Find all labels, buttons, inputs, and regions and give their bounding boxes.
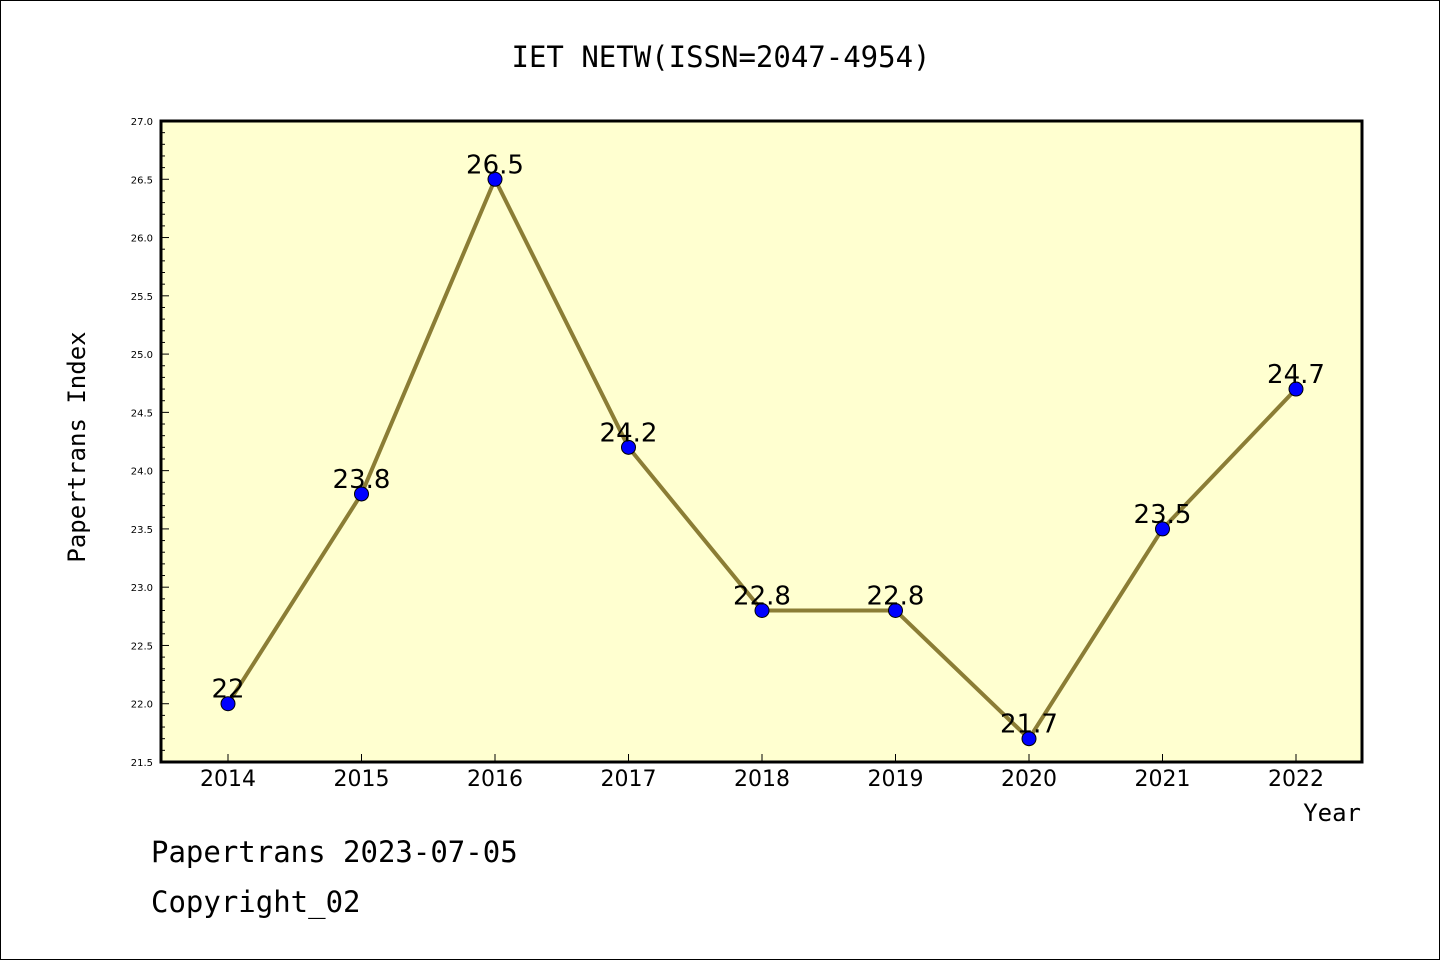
footer-date: Papertrans 2023-07-05 [151,835,518,869]
chart-title: IET NETW(ISSN=2047-4954) [511,40,930,74]
y-tick-label: 23.0 [131,583,153,594]
data-point [1021,731,1037,747]
footer-copyright: Copyright_02 [151,885,361,919]
data-label: 26.5 [466,150,524,180]
data-point [621,439,636,455]
data-point [1288,381,1304,397]
x-tick-label: 2020 [1001,767,1057,792]
x-tick-label: 2015 [334,767,390,792]
x-tick-label: 2021 [1135,767,1191,792]
data-label: 23.5 [1134,500,1192,530]
x-tick-label: 2017 [601,767,657,792]
x-tick-label: 2022 [1268,767,1324,792]
y-tick-label: 25.0 [131,350,153,361]
x-tick-label: 2016 [467,767,523,792]
data-point [487,171,503,187]
y-tick-label: 22.0 [131,700,153,711]
data-point [888,602,903,618]
data-point [1155,521,1170,537]
y-axis: 21.5 22.0 22.5 23.0 23.5 24.0 24.5 25.0 25.5 26.0… [131,117,169,769]
x-tick-label: 2014 [200,767,256,792]
y-tick-label: 22.5 [131,641,153,652]
y-tick-label: 27.0 [131,117,153,128]
data-label: 23.8 [333,465,391,495]
y-tick-label: 26.0 [131,234,153,245]
y-tick-label: 24.0 [131,467,153,478]
x-axis: 2014 2015 2016 2017 2018 2019 2020 2021 2022 [200,754,1324,792]
x-axis-label: Year [1303,799,1361,827]
y-tick-label: 26.5 [131,175,153,186]
data-point [754,602,770,618]
data-label: 22.8 [867,581,925,611]
plot-area [159,119,1364,764]
y-tick-label: 24.5 [131,408,153,419]
data-point [354,486,369,502]
data-label: 22.8 [733,581,791,611]
data-labels: 22 23.8 26.5 24.2 22.8 22.8 21.7 23.5 24.7 [211,150,1324,739]
data-label: 22 [211,675,244,705]
y-tick-label: 25.5 [131,292,153,303]
data-point [220,696,236,712]
x-tick-label: 2019 [868,767,924,792]
series-papertrans-index [220,171,1304,747]
y-tick-label: 23.5 [131,525,153,536]
data-label: 21.7 [1000,710,1058,740]
y-axis-label: Papertrans Index [63,331,91,562]
data-label: 24.2 [600,418,658,448]
y-tick-label: 21.5 [131,758,153,769]
x-tick-label: 2018 [734,767,790,792]
data-label: 24.7 [1267,360,1325,390]
